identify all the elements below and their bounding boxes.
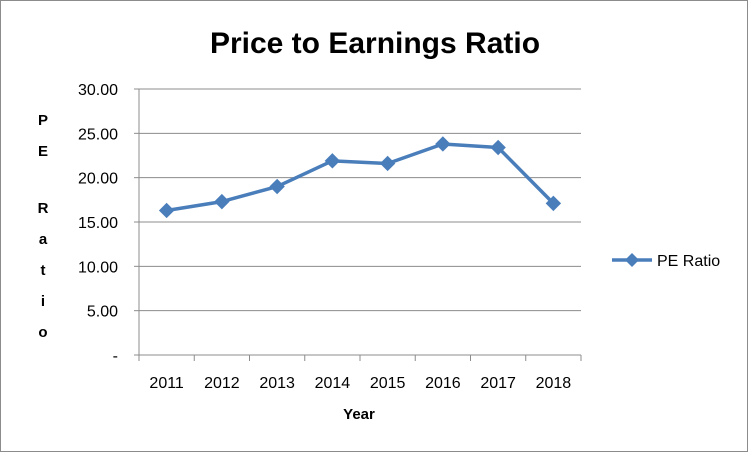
y-tick-labels: - 5.00 10.00 15.00 20.00 25.00 30.00	[78, 82, 118, 365]
x-tick-label: 2014	[315, 375, 351, 392]
y-axis-label-char: a	[39, 231, 48, 248]
x-axis-label: Year	[343, 406, 375, 423]
series-layer	[158, 136, 562, 219]
y-axis-label-char: R	[38, 200, 49, 217]
data-point-marker	[379, 155, 396, 172]
gridlines	[139, 88, 581, 312]
x-tick-label: 2012	[204, 375, 240, 392]
y-tick-label: 10.00	[78, 259, 118, 276]
y-axis-label-char: E	[38, 143, 48, 160]
y-tick-label: 25.00	[78, 126, 118, 143]
y-axis-label-char: P	[38, 112, 48, 129]
y-tick-label: 20.00	[78, 171, 118, 188]
data-point-marker	[158, 202, 175, 219]
y-axis-label-char: t	[41, 262, 46, 279]
chart-title: Price to Earnings Ratio	[210, 27, 540, 60]
legend-marker	[625, 253, 639, 267]
data-point-marker	[269, 178, 285, 195]
y-axis-label-char: i	[41, 293, 45, 310]
y-axis-label-char: o	[38, 324, 47, 341]
x-tick-label: 2016	[425, 375, 461, 392]
x-tick-label: 2018	[536, 375, 572, 392]
legend-label: PE Ratio	[657, 253, 720, 270]
data-point-marker	[214, 193, 230, 210]
y-tick-label: 15.00	[78, 215, 118, 232]
y-tick-label: -	[113, 348, 118, 365]
data-point-marker	[545, 195, 562, 212]
axes	[134, 88, 582, 361]
data-point-marker	[490, 139, 506, 156]
data-point-marker	[435, 136, 451, 152]
y-tick-label: 5.00	[87, 304, 118, 321]
x-tick-label: 2011	[149, 375, 184, 392]
y-tick-label: 30.00	[78, 82, 118, 99]
x-tick-label: 2017	[480, 375, 516, 392]
y-axis-label: PE Ratio	[38, 112, 49, 341]
legend: PE Ratio	[612, 253, 720, 270]
x-tick-label: 2015	[370, 375, 406, 392]
x-tick-label: 2013	[259, 375, 295, 392]
series-line	[166, 142, 555, 213]
x-tick-labels: 2011 2012 2013 2014 2015 2016 2017 2018	[149, 375, 571, 392]
data-point-marker	[324, 153, 341, 169]
